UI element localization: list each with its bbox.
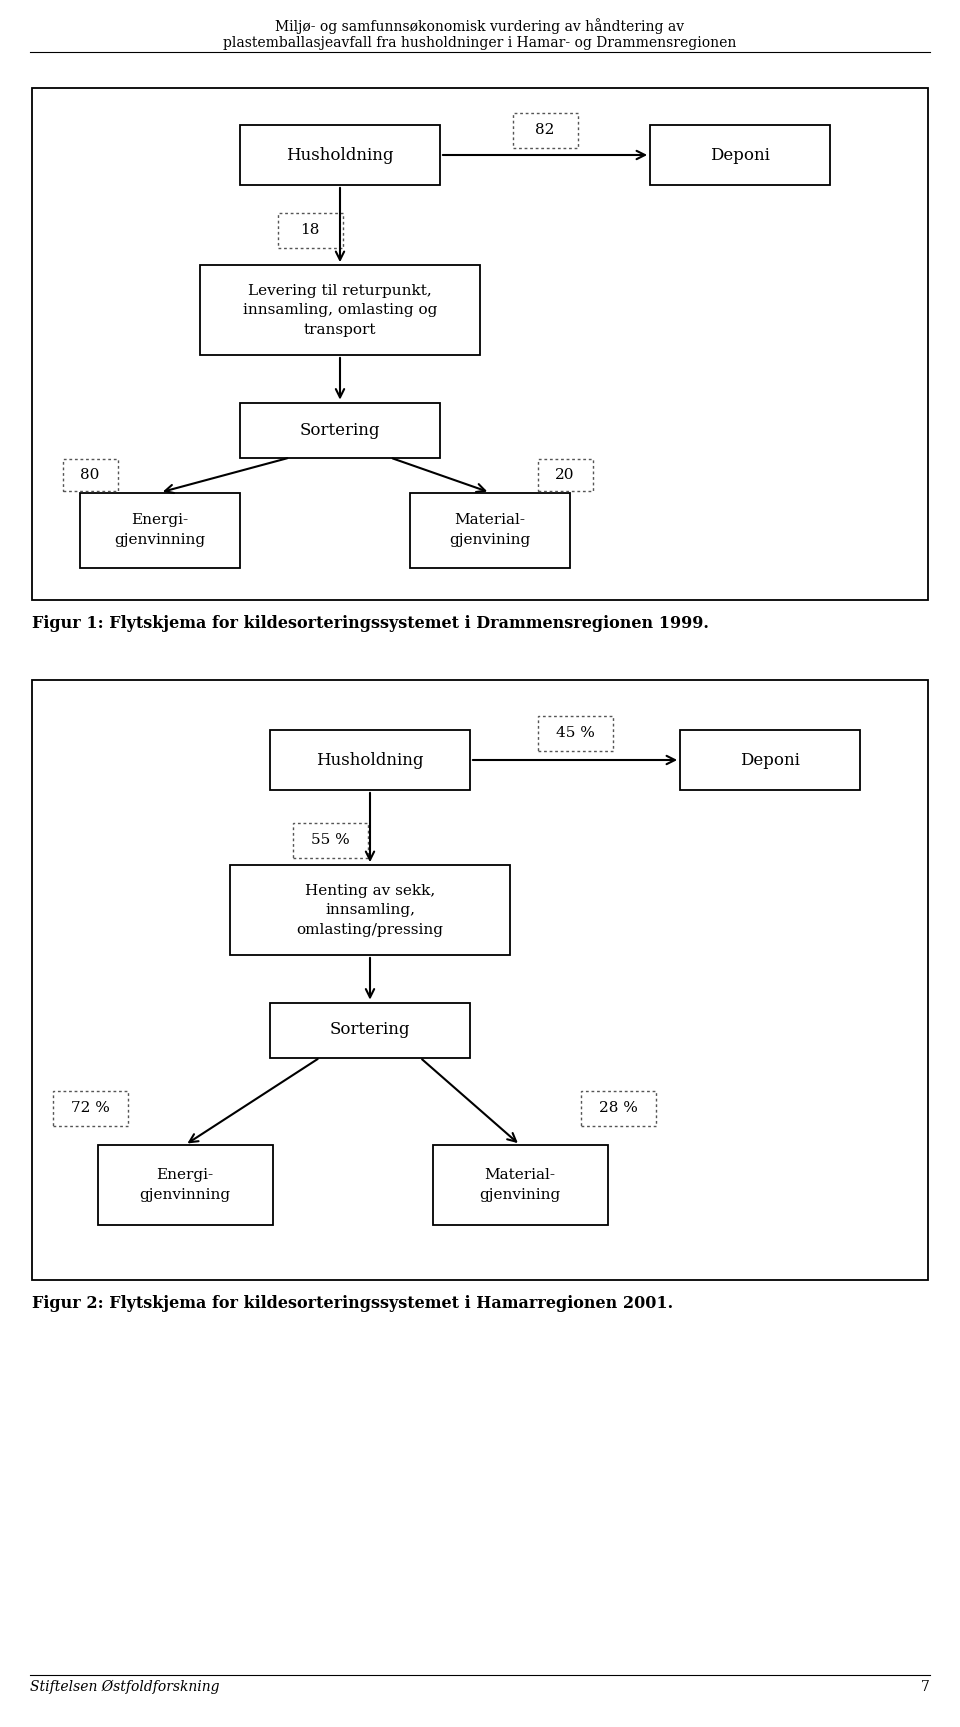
Bar	[80, 492, 240, 568]
Text: 72 %: 72 %	[71, 1102, 109, 1116]
Bar	[230, 865, 510, 955]
Text: Material-
gjenvining: Material- gjenvining	[449, 513, 531, 547]
Bar	[62, 459, 117, 490]
Text: Husholdning: Husholdning	[316, 751, 423, 769]
Text: Energi-
gjenvinning: Energi- gjenvinning	[114, 513, 205, 547]
Text: Levering til returpunkt,
innsamling, omlasting og
transport: Levering til returpunkt, innsamling, oml…	[243, 283, 437, 337]
Text: 20: 20	[555, 468, 575, 482]
Bar	[293, 822, 368, 858]
Bar	[410, 492, 570, 568]
Bar	[270, 1002, 470, 1057]
Bar	[240, 402, 440, 458]
Bar	[53, 1090, 128, 1126]
Bar	[277, 212, 343, 247]
Text: Sortering: Sortering	[329, 1021, 410, 1038]
Bar	[270, 731, 470, 789]
Text: Husholdning: Husholdning	[286, 147, 394, 164]
Bar	[513, 112, 578, 147]
Text: Figur 1: Flytskjema for kildesorteringssystemet i Drammensregionen 1999.: Figur 1: Flytskjema for kildesorteringss…	[32, 615, 708, 632]
Text: plastemballasjeavfall fra husholdninger i Hamar- og Drammensregionen: plastemballasjeavfall fra husholdninger …	[224, 36, 736, 50]
Text: 7: 7	[922, 1680, 930, 1694]
Bar	[32, 88, 928, 599]
Text: Deponi: Deponi	[710, 147, 770, 164]
Text: Stiftelsen Østfoldforskning: Stiftelsen Østfoldforskning	[30, 1680, 220, 1694]
Text: 28 %: 28 %	[599, 1102, 637, 1116]
Text: 80: 80	[81, 468, 100, 482]
Text: 82: 82	[536, 123, 555, 136]
Bar	[32, 680, 928, 1280]
Bar	[538, 715, 612, 751]
Bar	[680, 731, 860, 789]
Text: 55 %: 55 %	[311, 832, 349, 846]
Bar	[538, 459, 592, 490]
Text: Sortering: Sortering	[300, 421, 380, 439]
Text: Henting av sekk,
innsamling,
omlasting/pressing: Henting av sekk, innsamling, omlasting/p…	[297, 884, 444, 936]
Text: Energi-
gjenvinning: Energi- gjenvinning	[139, 1167, 230, 1202]
Bar	[200, 264, 480, 356]
Text: 45 %: 45 %	[556, 725, 594, 739]
Text: Miljø- og samfunnsøkonomisk vurdering av håndtering av: Miljø- og samfunnsøkonomisk vurdering av…	[276, 17, 684, 35]
Bar	[98, 1145, 273, 1224]
Bar	[240, 124, 440, 185]
Bar	[433, 1145, 608, 1224]
Text: 18: 18	[300, 223, 320, 237]
Text: Material-
gjenvining: Material- gjenvining	[479, 1167, 561, 1202]
Bar	[650, 124, 830, 185]
Text: Deponi: Deponi	[740, 751, 800, 769]
Bar	[581, 1090, 656, 1126]
Text: Figur 2: Flytskjema for kildesorteringssystemet i Hamarregionen 2001.: Figur 2: Flytskjema for kildesorteringss…	[32, 1295, 673, 1313]
